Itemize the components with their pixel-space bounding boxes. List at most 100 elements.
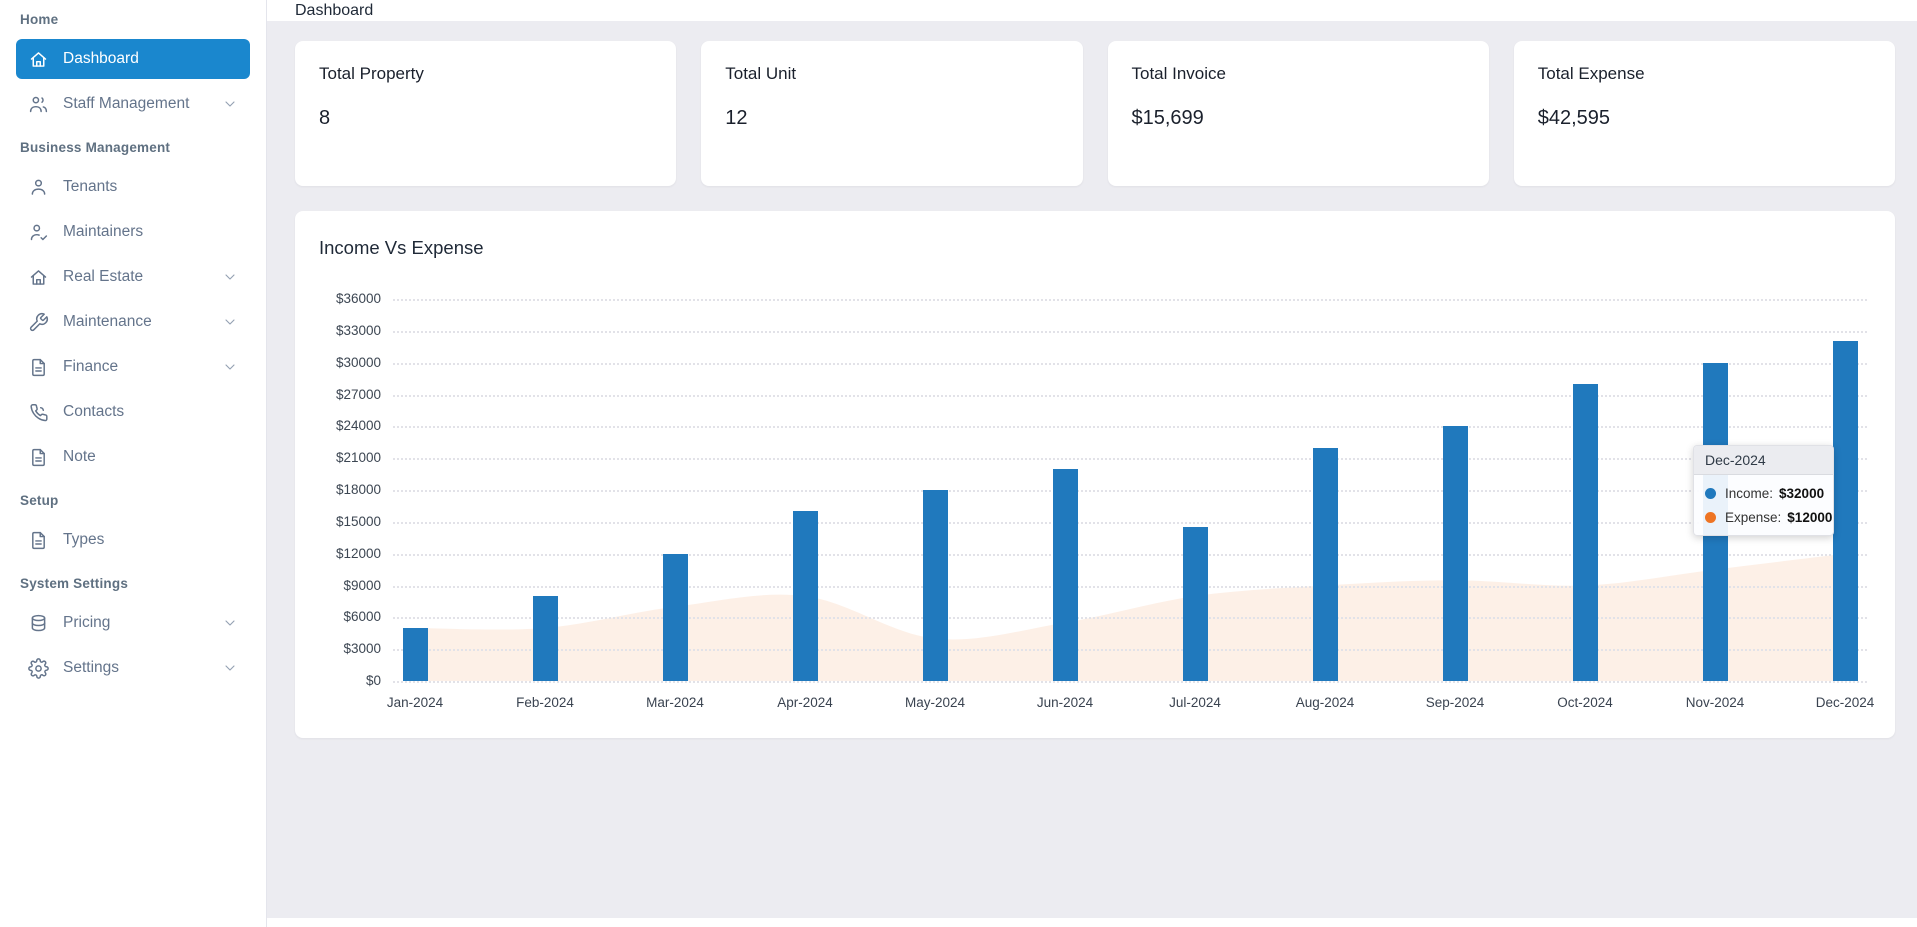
sidebar-item-tenants[interactable]: Tenants: [16, 167, 250, 207]
income-bar-mar-2024[interactable]: [662, 553, 688, 681]
gridline: [393, 681, 1867, 683]
main-content: Total Property 8 Total Unit 12 Total Invoice…: [267, 21, 1917, 918]
income-bar-jun-2024[interactable]: [1052, 468, 1078, 681]
stat-card-title: Total Invoice: [1131, 64, 1227, 83]
gridline: [393, 458, 1867, 461]
x-axis-tick-label: Jul-2024: [1169, 695, 1221, 710]
sidebar-item-note[interactable]: Note: [16, 437, 250, 477]
sidebar-item-label: Settings: [63, 659, 120, 676]
income-bar-jul-2024[interactable]: [1182, 527, 1208, 681]
y-axis-tick-label: $33000: [335, 322, 381, 338]
stat-card-total-unit: Total Unit 12: [701, 41, 1083, 186]
sidebar-item-label: Types: [63, 531, 105, 548]
sidebar-item-label: Pricing: [63, 614, 111, 631]
x-axis-tick-label: Mar-2024: [646, 695, 704, 710]
income-bar-aug-2024[interactable]: [1312, 447, 1338, 681]
chevron-down-icon: [222, 96, 238, 112]
main-titlebar: Dashboard: [267, 0, 1917, 21]
x-axis-tick-label: Apr-2024: [777, 695, 833, 710]
gridline: [393, 330, 1867, 333]
gridline: [393, 585, 1867, 588]
chart-tooltip: Dec-2024 Income: $32000 Expense:: [1693, 444, 1834, 536]
y-axis-tick-label: $24000: [335, 418, 381, 434]
tooltip-income-label: Income:: [1725, 485, 1774, 501]
income-bar-sep-2024[interactable]: [1442, 426, 1468, 681]
chevron-down-icon: [222, 359, 238, 375]
income-bar-jan-2024[interactable]: [402, 627, 428, 681]
page-title: Dashboard: [295, 2, 374, 19]
y-axis-tick-label: $30000: [335, 354, 381, 370]
stat-card-title: Total Property: [319, 64, 424, 83]
tooltip-expense-label: Expense:: [1725, 509, 1782, 525]
x-axis-tick-label: Jun-2024: [1036, 695, 1094, 710]
income-bar-feb-2024[interactable]: [532, 596, 558, 681]
sidebar-item-maintenance[interactable]: Maintenance: [16, 302, 250, 342]
stat-card-value: $15,699: [1131, 107, 1204, 129]
sidebar-item-label: Staff Management: [63, 95, 190, 112]
chevron-down-icon: [222, 314, 238, 330]
gridline: [393, 426, 1867, 429]
file-icon: [28, 529, 50, 551]
sidebar-item-maintainers[interactable]: Maintainers: [16, 212, 250, 252]
income-bar-may-2024[interactable]: [922, 490, 948, 681]
sidebar-item-pricing[interactable]: Pricing: [16, 603, 250, 643]
x-axis-tick-label: Jan-2024: [386, 695, 444, 710]
gridline: [393, 362, 1867, 365]
stat-card-value: 8: [319, 107, 331, 129]
stat-card-title: Total Unit: [725, 64, 797, 83]
y-axis-tick-label: $15000: [335, 513, 381, 529]
chart-tooltip-title: Dec-2024: [1694, 445, 1833, 475]
sidebar-item-settings[interactable]: Settings: [16, 648, 250, 688]
home-icon: [28, 48, 50, 70]
file-icon: [28, 356, 50, 378]
sidebar-item-label: Note: [63, 448, 96, 465]
chevron-down-icon: [222, 660, 238, 676]
y-axis-tick-label: $0: [365, 673, 381, 688]
chart-card: Income Vs Expense $0 $3000 $6000 $9000 $1200…: [295, 211, 1895, 738]
chart-area: $0 $3000 $6000 $9000 $12000 $15000 $18000 $2100…: [319, 291, 1874, 729]
database-icon: [28, 612, 50, 634]
income-bar-oct-2024[interactable]: [1572, 383, 1598, 681]
main-area: Dashboard Total Property 8 Total Unit 12 Tot…: [267, 0, 1917, 927]
home-icon: [28, 266, 50, 288]
file-icon: [28, 446, 50, 468]
stat-card-value: 12: [725, 107, 748, 129]
sidebar-item-real-estate[interactable]: Real Estate: [16, 257, 250, 297]
user-check-icon: [28, 221, 50, 243]
stat-card-total-expense: Total Expense $42,595: [1513, 41, 1895, 186]
wrench-icon: [28, 311, 50, 333]
sidebar-item-contacts[interactable]: Contacts: [16, 392, 250, 432]
sidebar-item-label: Real Estate: [63, 268, 144, 285]
y-axis-tick-label: $36000: [335, 291, 381, 306]
sidebar-item-label: Tenants: [63, 178, 118, 195]
stat-card-title: Total Expense: [1537, 64, 1645, 83]
expense-dot-icon: [1705, 511, 1716, 523]
income-bar-apr-2024[interactable]: [792, 511, 818, 681]
sidebar-item-staff-management[interactable]: Staff Management: [16, 84, 250, 124]
chevron-down-icon: [222, 615, 238, 631]
income-dot-icon: [1705, 487, 1716, 499]
y-axis-tick-label: $18000: [335, 482, 381, 497]
gridline: [393, 649, 1867, 652]
y-axis-tick-label: $3000: [343, 641, 381, 657]
x-axis-tick-label: May-2024: [904, 695, 966, 710]
gridline: [393, 299, 1867, 301]
y-axis-tick-label: $27000: [335, 386, 381, 402]
sidebar-item-finance[interactable]: Finance: [16, 347, 250, 387]
stat-card-total-invoice: Total Invoice $15,699: [1107, 41, 1489, 186]
user-icon: [28, 176, 50, 198]
page-footer: [267, 918, 1917, 927]
y-axis-tick-label: $12000: [335, 545, 381, 561]
tooltip-income-value: $32000: [1779, 485, 1825, 501]
sidebar-item-label: Finance: [63, 358, 119, 375]
x-axis-tick-label: Sep-2024: [1425, 695, 1485, 710]
gridline: [393, 617, 1867, 620]
stat-card-value: $42,595: [1537, 107, 1611, 129]
y-axis-tick-label: $21000: [335, 450, 381, 466]
y-axis-tick-label: $6000: [343, 609, 381, 625]
sidebar-item-types[interactable]: Types: [16, 520, 250, 560]
sidebar-section-header-business-management: Business Management: [20, 140, 171, 155]
income-bar-dec-2024[interactable]: [1832, 341, 1858, 681]
sidebar-section-header-home: Home: [20, 12, 59, 27]
sidebar-item-dashboard[interactable]: Dashboard: [16, 39, 250, 79]
